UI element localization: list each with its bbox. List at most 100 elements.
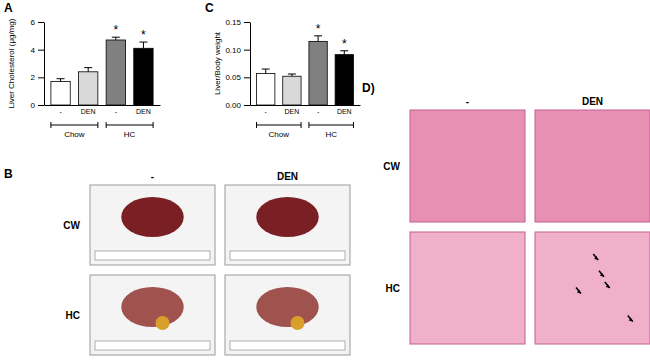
- tick-mark: [38, 105, 44, 106]
- liver-photo: [90, 275, 215, 355]
- liver: [121, 197, 184, 237]
- arrow: [599, 271, 604, 277]
- tick: -: [115, 105, 118, 115]
- histology-image: [410, 110, 525, 222]
- tissue: [535, 232, 650, 344]
- tick-label: -: [265, 108, 268, 115]
- group-label: Chow: [64, 130, 85, 139]
- group-bracket: [106, 122, 153, 128]
- ruler: [95, 341, 210, 350]
- tick: 2: [31, 73, 44, 82]
- error-bar: [112, 37, 120, 40]
- significance: *: [141, 28, 146, 42]
- bracket-line: [309, 125, 354, 126]
- panel-label: B: [4, 167, 13, 181]
- arrow-head: [594, 256, 598, 260]
- photo-frame: [90, 275, 215, 355]
- tick: 0.15: [225, 18, 250, 27]
- column-label: -: [466, 96, 469, 107]
- error-bar: [314, 36, 322, 42]
- tick-label: DEN: [337, 108, 352, 115]
- liver: [256, 287, 319, 327]
- bracket-line: [106, 125, 153, 126]
- ruler: [230, 341, 345, 350]
- error-bar: [262, 69, 270, 73]
- liver-photo: [90, 185, 215, 265]
- y-axis-title: Liver Cholesterol (μg/mg): [7, 18, 16, 108]
- error-stem: [88, 68, 89, 72]
- liver-photo: [225, 185, 350, 265]
- image-panel: B-DENCWHC: [4, 167, 350, 355]
- image-panel: D)-DENCWHC: [362, 81, 650, 344]
- axis-line: [250, 23, 251, 106]
- tick: DEN: [136, 105, 151, 115]
- tick: 0: [31, 101, 44, 110]
- panel-label: D): [362, 81, 375, 95]
- arrow-head: [600, 273, 604, 277]
- y-axis-title: Liver/Body weight: [213, 31, 222, 95]
- bar: [106, 40, 125, 105]
- tick-label: 0.05: [225, 73, 241, 82]
- group-bracket: [51, 122, 98, 128]
- y-axis: 0.00 0.05 0.10 0.15: [225, 18, 250, 110]
- bracket-end: [301, 122, 302, 128]
- tick: -: [317, 105, 320, 115]
- error-bar: [139, 42, 147, 48]
- row-label: HC: [386, 283, 400, 294]
- significance: *: [342, 37, 347, 51]
- tissue: [410, 232, 525, 344]
- photo-frame: [225, 275, 350, 355]
- bracket-end: [97, 122, 98, 128]
- bracket-line: [51, 125, 98, 126]
- axis-line: [251, 105, 361, 106]
- error-cap: [262, 69, 270, 70]
- significance: *: [316, 22, 321, 36]
- bar-chart: C 0.00 0.05 0.10 0.15Liver/Body weight - DEN - D…: [205, 1, 361, 139]
- bar: [257, 73, 275, 105]
- bracket-end: [153, 122, 154, 128]
- bar: [51, 81, 70, 105]
- tick: DEN: [285, 105, 300, 115]
- arrow-head: [606, 284, 610, 288]
- significance: *: [113, 23, 118, 37]
- tick: DEN: [81, 105, 96, 115]
- photo-frame: [90, 185, 215, 265]
- error-bar: [340, 51, 348, 55]
- tick-label: DEN: [81, 108, 96, 115]
- tick: 6: [31, 18, 44, 27]
- tick-mark: [244, 77, 250, 78]
- tick-label: 0.10: [225, 46, 241, 55]
- bar: [309, 41, 327, 105]
- column-label: DEN: [277, 171, 298, 182]
- column-label: DEN: [582, 96, 603, 107]
- error-cap: [288, 74, 296, 75]
- liver: [256, 197, 319, 237]
- panel-label: A: [4, 1, 13, 15]
- tick-label: DEN: [285, 108, 300, 115]
- column-label: -: [151, 171, 154, 182]
- bracket-end: [50, 122, 51, 128]
- arrow: [605, 282, 610, 288]
- group-bracket: [257, 122, 302, 128]
- tick-label: -: [317, 108, 320, 115]
- tick: -: [59, 105, 62, 115]
- row-label: CW: [63, 220, 80, 231]
- panel-label: C: [205, 1, 214, 15]
- error-stem: [143, 42, 144, 48]
- ruler: [230, 251, 345, 260]
- arrow-head: [629, 318, 633, 322]
- x-axis: - DEN - DEN: [45, 105, 161, 115]
- tick-label: 4: [31, 46, 36, 55]
- error-stem: [318, 36, 319, 42]
- tick: 4: [31, 46, 44, 55]
- error-cap: [84, 67, 92, 68]
- axis-line: [45, 105, 161, 106]
- arrow: [576, 288, 581, 294]
- bracket-line: [257, 125, 302, 126]
- error-cap: [57, 78, 65, 79]
- tick: 0.00: [225, 101, 250, 110]
- tick-label: 0.15: [225, 18, 241, 27]
- bar: [79, 72, 98, 105]
- tick-mark: [38, 22, 44, 23]
- figure: A 0 2 4 6 Liver Cholesterol (μg/mg) - DEN - DEN * *…: [0, 0, 650, 360]
